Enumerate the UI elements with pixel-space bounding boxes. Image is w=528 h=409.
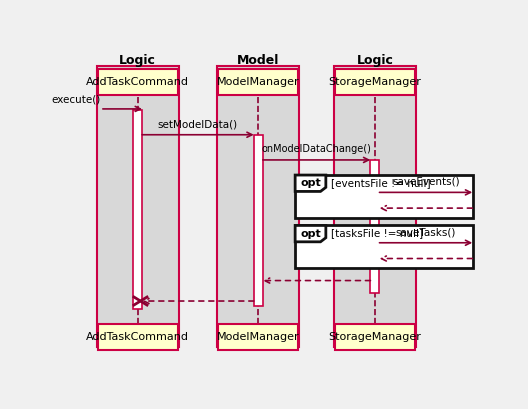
Polygon shape (295, 225, 326, 242)
FancyBboxPatch shape (335, 69, 415, 95)
FancyBboxPatch shape (295, 175, 473, 218)
FancyBboxPatch shape (254, 135, 263, 306)
Text: ModelManager: ModelManager (217, 77, 299, 87)
Text: [tasksFile != null]: [tasksFile != null] (331, 229, 423, 238)
Text: AddTaskCommand: AddTaskCommand (86, 77, 189, 87)
Text: [eventsFile != null]: [eventsFile != null] (331, 178, 430, 188)
FancyBboxPatch shape (371, 160, 380, 293)
Text: Model: Model (237, 54, 279, 67)
Text: onModelDataChange(): onModelDataChange() (262, 144, 372, 154)
FancyBboxPatch shape (295, 225, 473, 268)
FancyBboxPatch shape (97, 66, 178, 347)
Text: opt: opt (300, 178, 321, 188)
FancyBboxPatch shape (219, 69, 298, 95)
Text: AddTaskCommand: AddTaskCommand (86, 332, 189, 342)
FancyBboxPatch shape (335, 324, 415, 350)
FancyBboxPatch shape (219, 324, 298, 350)
Text: execute(): execute() (52, 94, 101, 104)
FancyBboxPatch shape (98, 69, 177, 95)
Text: saveEvents(): saveEvents() (392, 177, 460, 187)
Text: saveTasks(): saveTasks() (395, 227, 456, 237)
Text: Logic: Logic (356, 54, 393, 67)
Text: StorageManager: StorageManager (328, 77, 421, 87)
Text: ModelManager: ModelManager (217, 332, 299, 342)
FancyBboxPatch shape (133, 110, 142, 309)
FancyBboxPatch shape (98, 324, 177, 350)
Text: StorageManager: StorageManager (328, 332, 421, 342)
Text: Logic: Logic (119, 54, 156, 67)
Text: opt: opt (300, 229, 321, 238)
FancyBboxPatch shape (334, 66, 416, 347)
Text: setModelData(): setModelData() (158, 119, 238, 129)
Polygon shape (295, 175, 326, 191)
FancyBboxPatch shape (218, 66, 299, 347)
